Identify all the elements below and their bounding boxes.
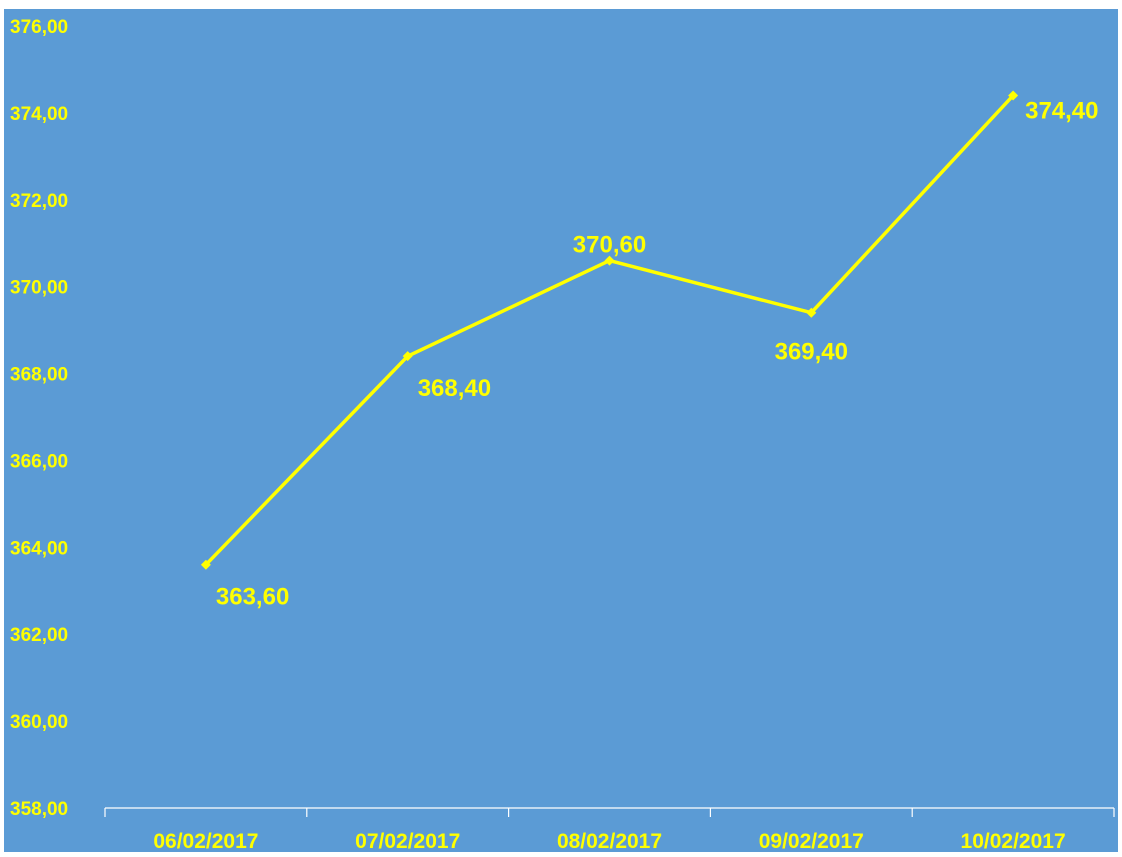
x-tick-label: 08/02/2017 bbox=[557, 830, 662, 852]
data-label: 370,60 bbox=[573, 232, 646, 259]
data-label: 369,40 bbox=[775, 339, 848, 366]
y-tick-label: 360,00 bbox=[10, 712, 68, 733]
y-tick-label: 358,00 bbox=[10, 799, 68, 820]
chart-background bbox=[4, 9, 1118, 852]
y-tick-label: 362,00 bbox=[10, 625, 68, 646]
data-label: 368,40 bbox=[418, 375, 491, 402]
y-tick-label: 364,00 bbox=[10, 538, 68, 559]
x-tick-label: 09/02/2017 bbox=[759, 830, 864, 852]
y-tick-label: 374,00 bbox=[10, 104, 68, 125]
y-tick-label: 368,00 bbox=[10, 365, 68, 386]
data-label: 374,40 bbox=[1025, 98, 1098, 125]
x-tick-label: 07/02/2017 bbox=[355, 830, 460, 852]
y-tick-label: 376,00 bbox=[10, 17, 68, 38]
x-tick-label: 06/02/2017 bbox=[153, 830, 258, 852]
y-tick-label: 372,00 bbox=[10, 191, 68, 212]
x-tick-label: 10/02/2017 bbox=[961, 830, 1066, 852]
data-label: 363,60 bbox=[216, 584, 289, 611]
y-tick-label: 370,00 bbox=[10, 278, 68, 299]
y-tick-label: 366,00 bbox=[10, 451, 68, 472]
